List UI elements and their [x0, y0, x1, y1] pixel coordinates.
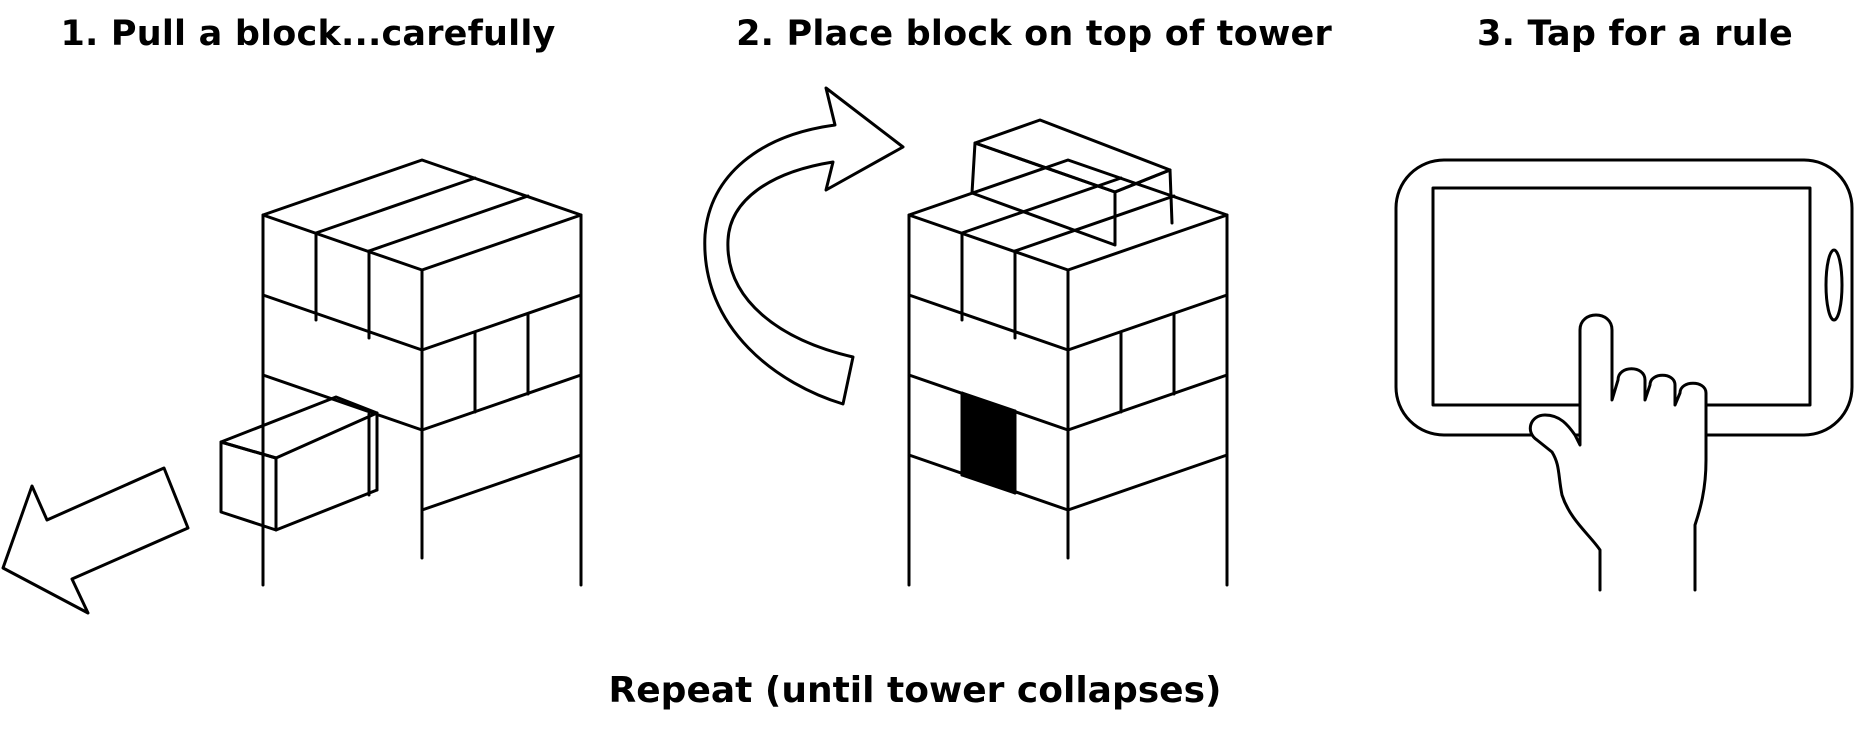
tower-1-illustration — [219, 158, 583, 587]
step-1-title: 1. Pull a block...carefully — [60, 14, 556, 54]
place-arrow-icon — [703, 86, 905, 406]
hand-icon — [1528, 313, 1708, 592]
tower-2-illustration — [907, 118, 1229, 587]
footer-instruction: Repeat (until tower collapses) — [608, 670, 1222, 711]
step-2-title: 2. Place block on top of tower — [736, 14, 1332, 54]
step-3-title: 3. Tap for a rule — [1477, 14, 1793, 54]
pull-arrow-icon — [1, 466, 190, 615]
